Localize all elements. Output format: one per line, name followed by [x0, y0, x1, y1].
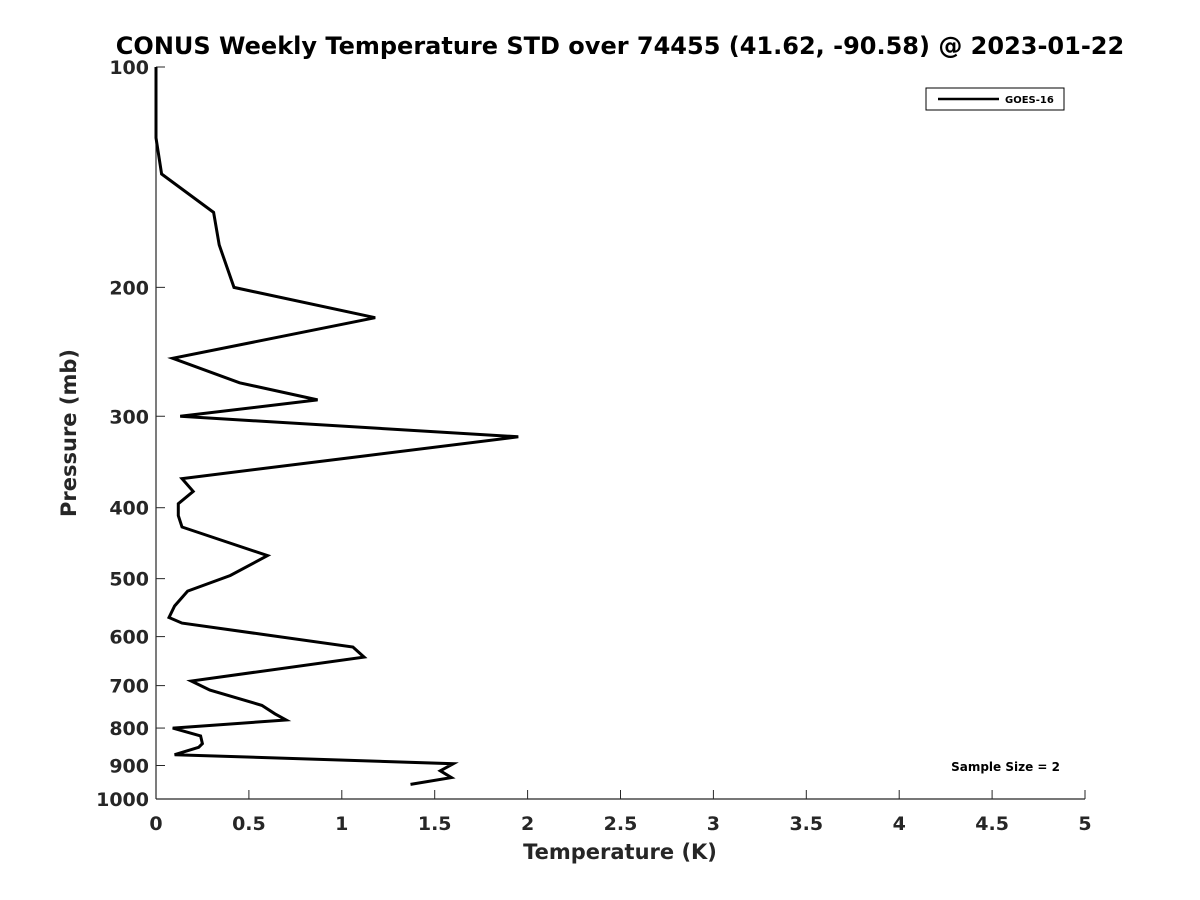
x-axis-ticks: 0 0.5 1 1.5 2 2.5 3 3.5 4 4.5 5: [149, 790, 1092, 835]
y-tick-label: 1000: [96, 789, 149, 811]
x-tick-label: 2.5: [604, 813, 638, 835]
x-tick-label: 4.5: [975, 813, 1009, 835]
x-tick-label: 2: [521, 813, 534, 835]
y-axis-ticks: 100 200 300 400 500 600 700 800 900 1000: [96, 57, 165, 811]
legend-entry-goes-16: GOES-16: [1005, 95, 1054, 106]
x-tick-label: 1: [335, 813, 348, 835]
x-tick-label: 1.5: [418, 813, 452, 835]
series-line-goes-16: [154, 67, 519, 786]
chart-title: CONUS Weekly Temperature STD over 74455 …: [116, 32, 1124, 60]
y-tick-label: 400: [109, 498, 149, 520]
y-tick-label: 300: [109, 406, 149, 428]
y-tick-label: 600: [109, 627, 149, 649]
sample-size-annotation: Sample Size = 2: [951, 760, 1060, 774]
legend: GOES-16: [925, 87, 1065, 111]
plot-axes: [155, 67, 1085, 800]
x-tick-label: 0: [149, 813, 162, 835]
y-tick-label: 800: [109, 718, 149, 740]
y-tick-label: 900: [109, 756, 149, 778]
y-tick-label: 500: [109, 569, 149, 591]
y-tick-label: 700: [109, 676, 149, 698]
x-axis-label: Temperature (K): [523, 840, 717, 864]
y-tick-label: 100: [109, 57, 149, 79]
y-tick-label: 200: [109, 277, 149, 299]
x-tick-label: 3: [707, 813, 720, 835]
x-tick-label: 5: [1078, 813, 1091, 835]
x-tick-label: 3.5: [789, 813, 823, 835]
series-layer: [154, 67, 519, 786]
x-tick-label: 4: [893, 813, 906, 835]
y-axis-label: Pressure (mb): [57, 349, 81, 517]
x-tick-label: 0.5: [232, 813, 266, 835]
